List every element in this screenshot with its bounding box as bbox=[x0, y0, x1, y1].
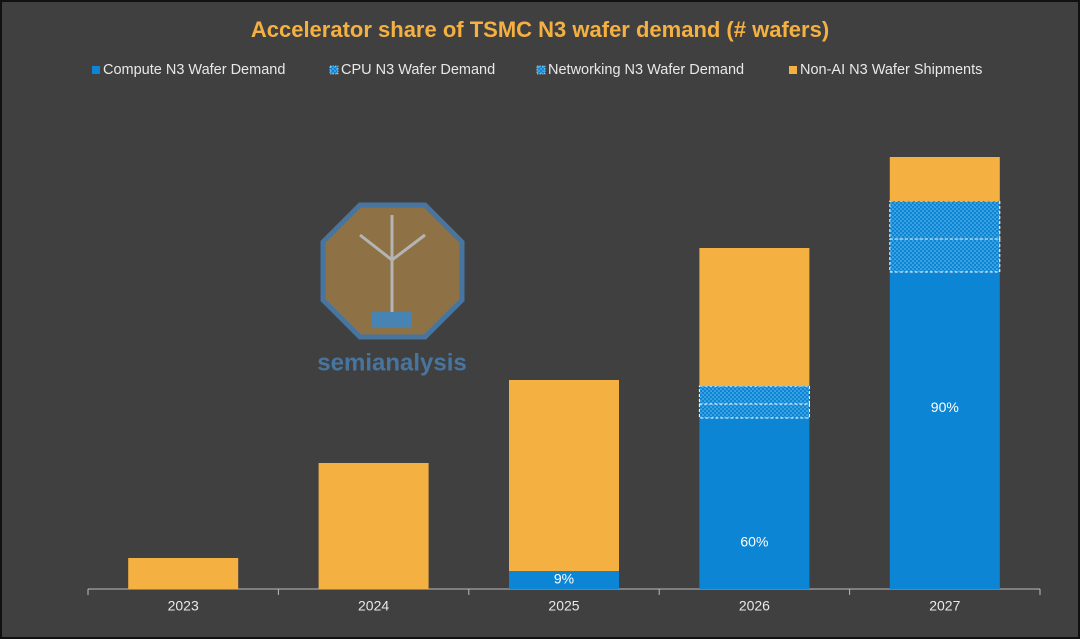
legend-label: Networking N3 Wafer Demand bbox=[548, 62, 744, 78]
bar-segment bbox=[698, 385, 810, 405]
share-label: 90% bbox=[931, 399, 959, 415]
bar-segment bbox=[889, 272, 1000, 589]
legend-marker bbox=[536, 65, 546, 75]
share-label: 60% bbox=[740, 534, 768, 550]
bar-segment bbox=[318, 463, 429, 589]
x-tick-label: 2024 bbox=[358, 598, 389, 614]
x-tick-label: 2023 bbox=[168, 598, 199, 614]
bar-segment bbox=[509, 571, 619, 589]
bar-segment bbox=[889, 200, 1001, 240]
legend-marker bbox=[789, 66, 797, 74]
bar-segment bbox=[699, 248, 810, 386]
bar-segment bbox=[698, 403, 810, 419]
x-tick-label: 2025 bbox=[548, 598, 579, 614]
bar-segment bbox=[889, 238, 1001, 273]
logo bbox=[320, 202, 465, 340]
bar-segment bbox=[889, 157, 1000, 201]
legend-marker bbox=[329, 65, 339, 75]
bar-segment bbox=[699, 418, 810, 589]
legend-marker bbox=[92, 66, 100, 74]
x-tick-label: 2027 bbox=[929, 598, 960, 614]
watermark: semianalysis bbox=[317, 349, 466, 376]
chart-title: Accelerator share of TSMC N3 wafer deman… bbox=[251, 17, 829, 42]
legend-label: Compute N3 Wafer Demand bbox=[103, 62, 285, 78]
bar-segment bbox=[509, 380, 619, 571]
legend-label: CPU N3 Wafer Demand bbox=[341, 62, 495, 78]
legend-label: Non-AI N3 Wafer Shipments bbox=[800, 62, 982, 78]
bar-segment bbox=[128, 558, 239, 589]
share-label: 9% bbox=[554, 571, 574, 587]
x-tick-label: 2026 bbox=[739, 598, 770, 614]
